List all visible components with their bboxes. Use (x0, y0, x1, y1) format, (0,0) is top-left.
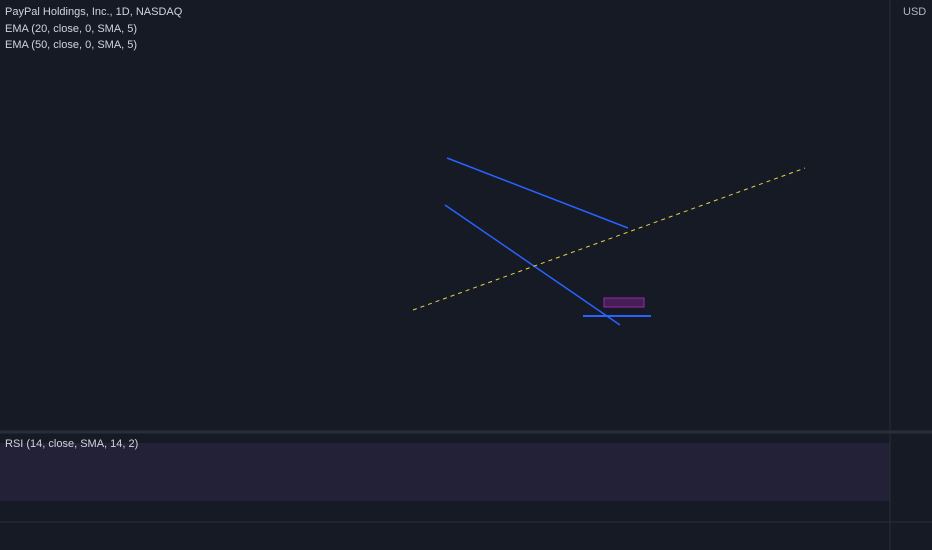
channel-line (444, 204, 621, 326)
drawings (412, 157, 806, 326)
currency: USD (903, 6, 926, 18)
trend-line (412, 167, 806, 311)
box (603, 297, 645, 308)
rsi-band-bg (0, 443, 890, 501)
indicator-label: EMA (50, close, 0, SMA, 5) (5, 39, 137, 51)
chart-title: PayPal Holdings, Inc., 1D, NASDAQ (5, 6, 183, 18)
indicator-label: EMA (20, close, 0, SMA, 5) (5, 23, 137, 35)
channel-line (446, 157, 629, 229)
rsi-label: RSI (14, close, SMA, 14, 2) (5, 438, 138, 450)
